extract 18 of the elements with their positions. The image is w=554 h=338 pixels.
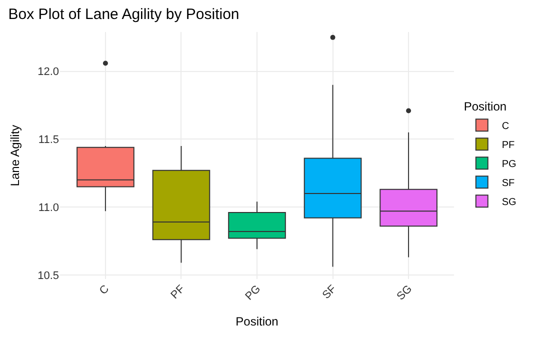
x-tick-label: PG xyxy=(243,283,264,303)
legend-label: PG xyxy=(502,159,517,170)
y-tick-label: 11.0 xyxy=(38,202,59,214)
legend-label: PF xyxy=(502,140,515,151)
x-axis-title: Position xyxy=(236,314,278,329)
y-tick-label: 11.5 xyxy=(38,134,59,146)
y-axis-title: Lane Agility xyxy=(8,124,22,186)
x-tick-label: C xyxy=(97,282,112,298)
legend-label: SG xyxy=(502,197,517,208)
y-tick-label: 12.0 xyxy=(38,66,59,78)
chart-title: Box Plot of Lane Agility by Position xyxy=(8,6,240,23)
x-tick-label: SF xyxy=(320,282,339,302)
legend-title: Position xyxy=(464,100,507,114)
x-tick-label: PF xyxy=(168,282,188,302)
legend-label: C xyxy=(502,121,510,132)
x-tick-label: SG xyxy=(394,283,415,303)
legend-label: SF xyxy=(502,178,515,189)
y-tick-label: 10.5 xyxy=(38,270,59,282)
